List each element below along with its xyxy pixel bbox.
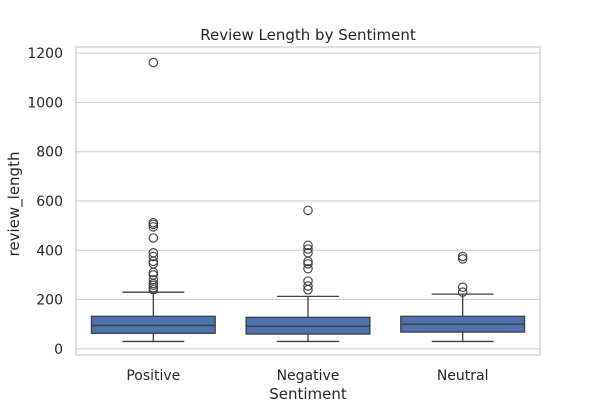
outlier-point bbox=[457, 251, 468, 262]
outlier-point bbox=[303, 264, 313, 274]
outlier-point bbox=[457, 254, 468, 264]
outlier-point bbox=[148, 259, 159, 269]
outlier-point bbox=[148, 233, 159, 243]
outlier-point bbox=[303, 205, 313, 216]
y-tick-label: 1000 bbox=[27, 95, 63, 111]
plot-area: 0 200 400 600 800 1000 1200 Positive Negative Neu… bbox=[27, 46, 541, 384]
outlier-point bbox=[148, 275, 159, 285]
x-tick-label: Negative bbox=[277, 368, 340, 384]
outlier-point bbox=[148, 251, 159, 262]
outlier-point bbox=[457, 282, 468, 292]
y-tick-label: 400 bbox=[36, 243, 63, 259]
outlier-point bbox=[148, 217, 159, 228]
box-group-positive bbox=[90, 57, 216, 343]
outlier-point bbox=[148, 270, 159, 280]
outlier-point bbox=[303, 240, 313, 251]
outlier-point bbox=[303, 281, 313, 291]
x-tick-label: Neutral bbox=[437, 368, 489, 384]
y-tick-label: 0 bbox=[54, 342, 63, 358]
outlier-point bbox=[303, 244, 313, 254]
x-tick-label: Positive bbox=[126, 368, 180, 384]
outlier-point bbox=[457, 287, 468, 297]
outlier-point bbox=[303, 247, 313, 258]
y-tick-label: 1200 bbox=[27, 46, 63, 62]
outlier-point bbox=[148, 247, 159, 258]
y-tick-label: 200 bbox=[36, 293, 63, 309]
chart-title: Review Length by Sentiment bbox=[200, 26, 416, 44]
plot-frame bbox=[75, 46, 541, 356]
y-axis-label: review_length bbox=[5, 152, 24, 257]
x-axis-label: Sentiment bbox=[269, 385, 347, 400]
outlier-point bbox=[148, 222, 159, 232]
y-tick-label: 600 bbox=[36, 194, 63, 210]
outlier-point bbox=[303, 276, 313, 286]
outlier-point bbox=[148, 57, 159, 68]
box-group-negative bbox=[245, 205, 371, 343]
box-group-neutral bbox=[400, 251, 526, 343]
outlier-point bbox=[303, 259, 313, 269]
y-tick-label: 800 bbox=[36, 145, 63, 161]
